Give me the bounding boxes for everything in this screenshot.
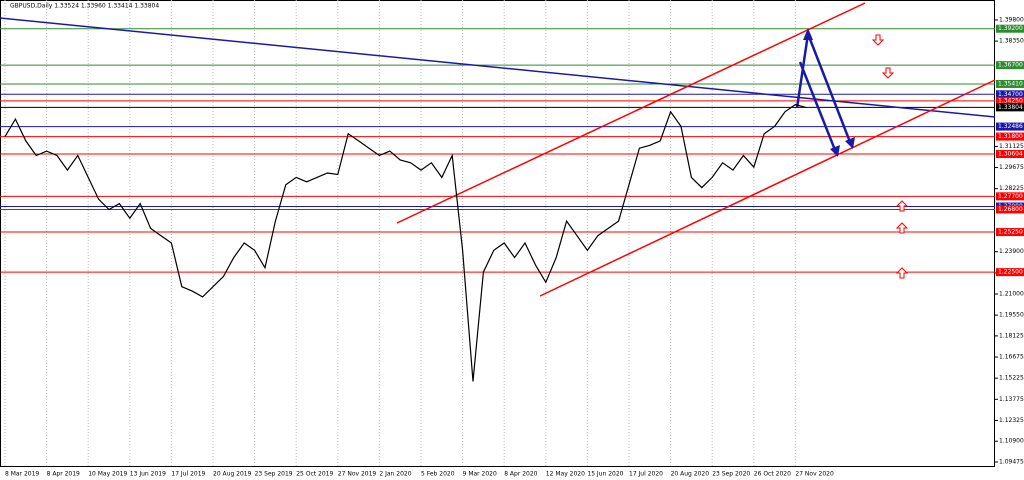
up-marker [895, 222, 909, 234]
y-tick-label: 1.19550 [999, 312, 1024, 319]
arrow-head [845, 137, 855, 149]
level-tag [996, 90, 1024, 99]
y-tick-label: 1.29675 [999, 164, 1024, 171]
price-line [4, 103, 806, 382]
x-tick-label: 8 Apr 2019 [47, 471, 80, 478]
y-tick-label: 1.28225 [999, 185, 1024, 192]
x-tick-label: 26 Oct 2020 [754, 471, 791, 478]
up-marker [895, 200, 909, 212]
level-label: 1.33804 [998, 104, 1023, 111]
level-label: 1.26800 [998, 206, 1023, 213]
x-tick-label: 2 Jan 2020 [379, 471, 411, 478]
y-tick-label: 1.18125 [999, 332, 1024, 339]
y-tick-label: 1.12325 [999, 417, 1024, 424]
level-tag [996, 192, 1024, 201]
level-tag [996, 205, 1024, 214]
x-tick-label: 17 Jul 2020 [629, 471, 663, 478]
level-label: 1.25250 [998, 229, 1023, 236]
x-tick-label: 5 Feb 2020 [421, 471, 455, 478]
level-label: 1.30604 [998, 151, 1023, 158]
y-tick-label: 1.09475 [999, 458, 1024, 465]
y-tick-label: 1.31125 [999, 143, 1024, 150]
x-tick-label: 27 Nov 2019 [338, 471, 377, 478]
x-tick-label: 20 Aug 2019 [213, 471, 252, 478]
down-marker [881, 67, 895, 79]
level-label: 1.34700 [998, 91, 1023, 98]
level-tag [996, 61, 1024, 70]
x-tick-label: 17 Jul 2019 [171, 471, 205, 478]
level-label: 1.31800 [998, 133, 1023, 140]
level-label: 1.34250 [998, 97, 1023, 104]
x-tick-label: 8 Apr 2020 [504, 471, 537, 478]
level-label: 1.32486 [998, 123, 1023, 130]
level-tag [996, 24, 1024, 33]
x-tick-label: 8 Mar 2019 [5, 471, 39, 478]
plot-frame [0, 0, 995, 467]
y-tick-label: 1.38350 [999, 38, 1024, 45]
y-tick-label: 1.15225 [999, 375, 1024, 382]
y-tick-label: 1.39800 [999, 16, 1024, 23]
trendline [0, 17, 996, 118]
down-marker [871, 34, 885, 46]
x-tick-label: 27 Nov 2020 [795, 471, 834, 478]
arrow [798, 61, 837, 151]
y-tick-label: 1.13775 [999, 396, 1024, 403]
channel-upper [396, 2, 866, 224]
level-tag [996, 103, 1024, 112]
level-label: 1.39200 [998, 25, 1023, 32]
y-tick-label: 1.23900 [999, 248, 1024, 255]
drawings [0, 2, 996, 297]
level-tag [996, 150, 1024, 159]
y-tick-label: 1.10900 [999, 438, 1024, 445]
level-tag [996, 268, 1024, 277]
levels [0, 28, 995, 273]
x-tick-label: 9 Mar 2020 [463, 471, 497, 478]
y-tick-label: 1.21000 [999, 290, 1024, 297]
level-tag [996, 79, 1024, 88]
arrow [806, 33, 852, 143]
level-tag [996, 132, 1024, 141]
price [4, 103, 806, 382]
labels: 1.39800 1.38350 1.31125 1.29675 1.28225 1.239… [5, 16, 1024, 478]
x-tick-label: 12 May 2020 [546, 471, 585, 478]
x-tick-label: 23 Sep 2020 [712, 471, 750, 478]
level-tag [996, 122, 1024, 131]
x-tick-label: 13 Jun 2019 [130, 471, 166, 478]
level-label: 1.36700 [998, 62, 1023, 69]
up-marker [895, 267, 909, 279]
x-tick-label: 15 Jun 2020 [587, 471, 623, 478]
arrow-head [830, 145, 840, 157]
x-tick-label: 20 Aug 2020 [671, 471, 710, 478]
level-label: 1.27700 [998, 193, 1023, 200]
chart-title: GBPUSD,Daily 1.33524 1.33960 1.33414 1.3… [10, 3, 159, 10]
channel-lower [539, 79, 996, 297]
level-label: 1.22500 [998, 269, 1023, 276]
x-tick-label: 23 Sep 2019 [255, 471, 293, 478]
level-tag [996, 228, 1024, 237]
y-tick-label: 1.16675 [999, 354, 1024, 361]
x-tick-label: 25 Oct 2019 [296, 471, 333, 478]
level-tag [996, 96, 1024, 105]
level-label: 1.35410 [998, 80, 1023, 87]
x-tick-label: 10 May 2019 [88, 471, 127, 478]
